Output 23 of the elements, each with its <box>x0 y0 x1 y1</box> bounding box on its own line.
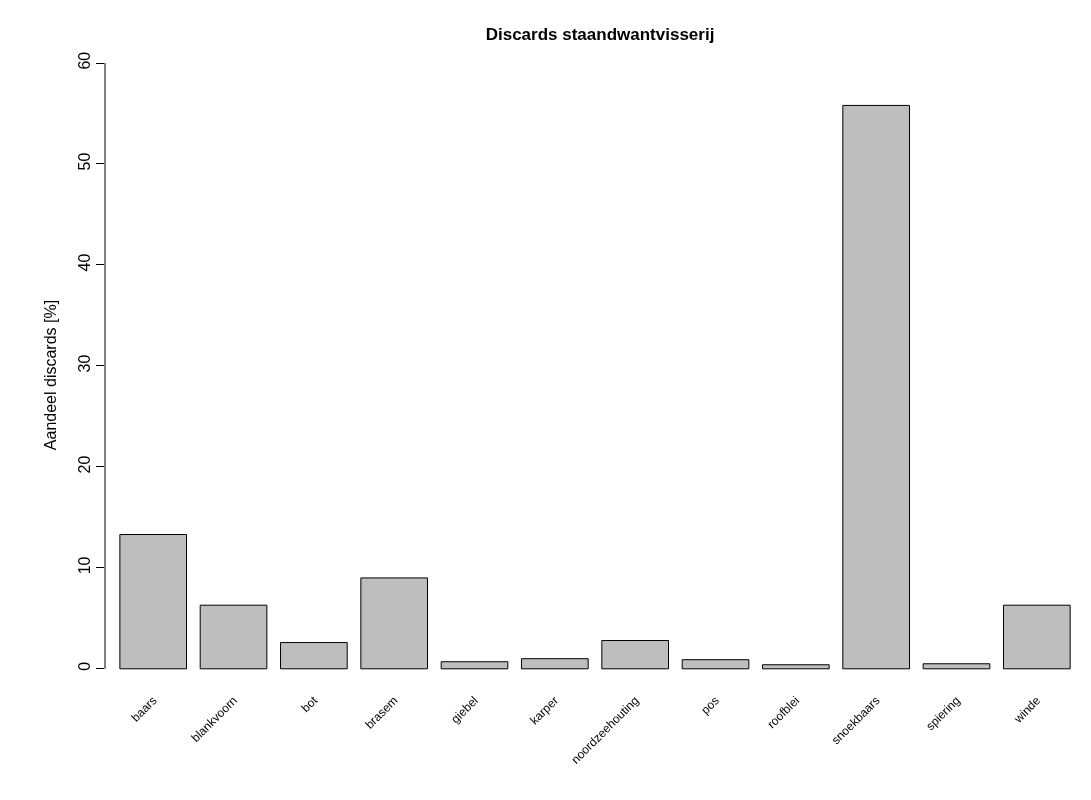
bar <box>440 661 509 670</box>
bar <box>601 640 670 670</box>
bar <box>360 577 429 670</box>
bar <box>761 664 830 670</box>
bar <box>1002 604 1071 670</box>
bar <box>280 642 348 670</box>
bar <box>681 659 750 670</box>
bar <box>199 604 268 670</box>
bar <box>922 663 991 670</box>
chart-title: Discards staandwantvisserij <box>485 24 715 44</box>
x-tick-label: pos <box>698 693 722 718</box>
y-tick-label: 60 <box>75 51 93 70</box>
y-tick-label: 0 <box>75 661 93 671</box>
y-tick-label: 20 <box>75 455 93 474</box>
y-tick-label: 30 <box>75 354 93 373</box>
y-axis-title: Aandeel discards [%] <box>42 299 60 451</box>
x-tick-label: bot <box>298 693 321 716</box>
y-tick-label: 10 <box>75 556 93 575</box>
y-tick-label: 50 <box>75 152 93 171</box>
bar <box>842 104 910 670</box>
bar <box>119 534 188 670</box>
bar <box>521 658 589 670</box>
y-tick-label: 40 <box>75 253 93 272</box>
